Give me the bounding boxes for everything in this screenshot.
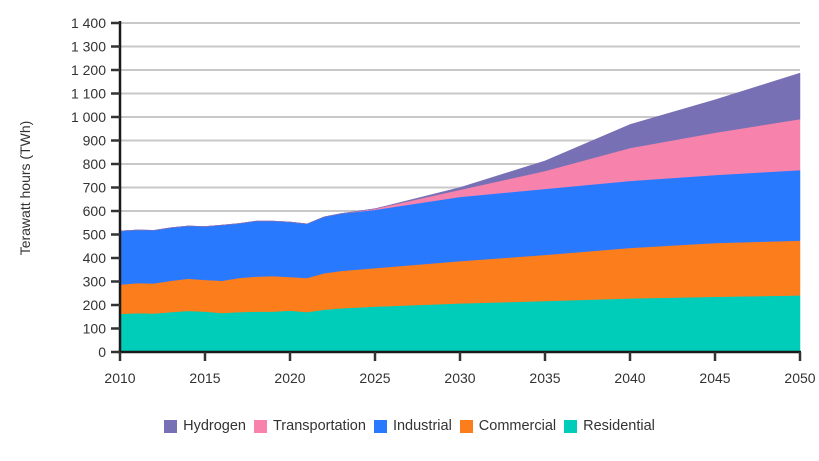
legend-label: Hydrogen xyxy=(183,418,246,434)
x-tick-label: 2015 xyxy=(189,370,220,386)
y-tick-label: 200 xyxy=(83,297,107,313)
x-tick-label: 2025 xyxy=(359,370,390,386)
legend-label: Commercial xyxy=(478,418,557,434)
legend-swatch xyxy=(459,419,473,433)
y-tick-label: 800 xyxy=(83,156,107,172)
legend-swatch xyxy=(564,419,578,433)
y-tick-label: 1 200 xyxy=(71,62,106,78)
y-tick-label: 1 100 xyxy=(71,86,106,102)
legend-label: Transportation xyxy=(272,418,366,434)
legend-item-hydrogen[interactable]: Hydrogen xyxy=(164,418,246,434)
y-tick-label: 1 300 xyxy=(71,39,106,55)
area-hydrogen xyxy=(119,72,801,232)
x-tick-label: 2050 xyxy=(784,370,815,386)
y-tick-label: 100 xyxy=(83,321,107,337)
x-tick-label: 2010 xyxy=(104,370,135,386)
x-tick-label: 2045 xyxy=(699,370,730,386)
y-tick-label: 0 xyxy=(98,344,106,360)
x-tick-label: 2020 xyxy=(274,370,305,386)
y-tick-label: 300 xyxy=(83,274,107,290)
legend-swatch xyxy=(253,419,267,433)
y-tick-label: 600 xyxy=(83,203,107,219)
x-tick-label: 2035 xyxy=(529,370,560,386)
y-tick-label: 1 000 xyxy=(71,109,106,125)
y-ticks: 0 100 200 300 400 500 600 700 800 900 1 000 1 100 1 … xyxy=(71,15,120,360)
legend-label: Industrial xyxy=(392,418,452,434)
y-tick-label: 900 xyxy=(83,133,107,149)
legend-item-commercial[interactable]: Commercial xyxy=(459,418,557,434)
y-tick-label: 500 xyxy=(83,227,107,243)
y-axis-title: Terawatt hours (TWh) xyxy=(17,121,33,256)
x-ticks: 2010 2015 2020 2025 2030 2035 2040 2045 2050 xyxy=(104,352,816,386)
legend-swatch xyxy=(373,419,387,433)
y-tick-label: 700 xyxy=(83,180,107,196)
legend-item-transportation[interactable]: Transportation xyxy=(253,418,366,434)
legend: Hydrogen Transportation Industrial Commerci… xyxy=(0,418,819,434)
legend-item-residential[interactable]: Residential xyxy=(564,418,655,434)
y-tick-label: 400 xyxy=(83,250,107,266)
legend-swatch xyxy=(164,419,178,433)
x-tick-label: 2040 xyxy=(614,370,645,386)
y-tick-label: 1 400 xyxy=(71,15,106,31)
x-tick-label: 2030 xyxy=(444,370,475,386)
area-series xyxy=(119,72,801,353)
legend-label: Residential xyxy=(583,418,655,434)
legend-item-industrial[interactable]: Industrial xyxy=(373,418,452,434)
